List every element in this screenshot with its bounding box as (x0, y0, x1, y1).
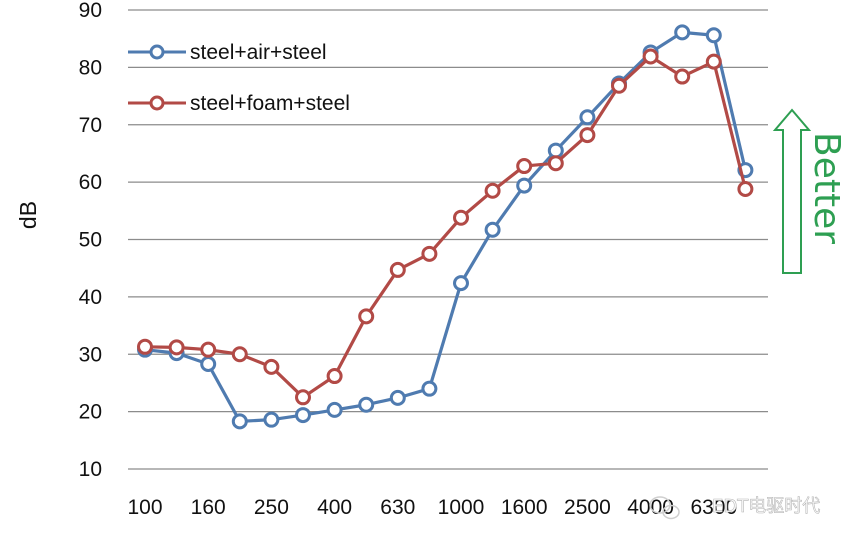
series-0 (137, 24, 754, 430)
data-point (579, 109, 596, 126)
x-tick-labels: 100 160 250 400 630 1000 1600 2500 4000 6300 (127, 496, 737, 519)
y-axis-title: dB (15, 201, 41, 229)
y-tick-label: 80 (79, 56, 102, 79)
data-point (547, 142, 564, 159)
data-point (547, 155, 564, 172)
data-point (137, 338, 153, 355)
data-point (168, 339, 185, 356)
y-tick-label: 50 (79, 229, 102, 252)
x-tick-label: 160 (191, 496, 226, 519)
watermark-text: EDT电驱时代 (712, 496, 820, 517)
data-point (705, 27, 722, 44)
x-tick-label: 250 (254, 496, 289, 519)
data-point (484, 221, 501, 238)
data-point (295, 407, 311, 424)
y-tick-label: 20 (79, 401, 102, 424)
data-point (326, 368, 343, 385)
x-tick-label: 1000 (438, 496, 485, 519)
data-point (611, 77, 627, 94)
data-point (516, 177, 533, 194)
y-tick-label: 10 (79, 458, 102, 481)
data-point (453, 275, 469, 292)
y-tick-label: 90 (79, 0, 102, 22)
wechat-icon (649, 496, 680, 520)
data-point (484, 182, 501, 199)
series-1 (137, 48, 754, 406)
legend-item-steel-foam-steel: steel+foam+steel (128, 92, 350, 115)
data-point (200, 341, 217, 358)
y-tick-label: 30 (79, 343, 102, 366)
data-point (358, 396, 375, 413)
data-point (642, 48, 659, 65)
y-tick-label: 70 (79, 114, 102, 137)
x-tick-label: 400 (317, 496, 352, 519)
data-point (231, 413, 248, 430)
legend-label-steel-air-steel: steel+air+steel (190, 41, 327, 64)
data-point (421, 380, 438, 397)
watermark: EDT电驱时代 (649, 496, 821, 520)
x-tick-label: 6300 (690, 496, 737, 519)
data-point (200, 356, 217, 373)
up-arrow-icon (772, 108, 812, 274)
x-tick-label: 1600 (501, 496, 548, 519)
y-tick-label: 40 (79, 286, 102, 309)
data-point (389, 389, 406, 406)
data-point (674, 68, 691, 85)
data-point (737, 181, 754, 198)
data-point (705, 53, 722, 70)
data-point (326, 401, 343, 418)
data-point (389, 261, 406, 278)
series-line (144, 30, 747, 423)
y-tick-label: 60 (79, 171, 102, 194)
better-label: Better (806, 132, 847, 244)
series (137, 24, 754, 430)
x-tick-label: 630 (380, 496, 415, 519)
data-point (295, 389, 311, 406)
data-point (358, 308, 375, 325)
x-tick-label: 100 (127, 496, 162, 519)
data-point (263, 411, 280, 428)
legend: steel+air+steel steel+foam+steel (128, 41, 350, 115)
better-annotation: Better (772, 108, 847, 274)
data-point (231, 346, 248, 363)
y-tick-labels: 10 20 30 40 50 60 70 80 90 (79, 0, 102, 481)
data-point (516, 158, 533, 175)
data-point (263, 358, 280, 375)
data-point (579, 127, 596, 144)
data-point (421, 245, 438, 262)
gridlines (128, 9, 768, 470)
x-tick-label: 2500 (564, 496, 611, 519)
legend-label-steel-foam-steel: steel+foam+steel (190, 92, 350, 115)
data-point (453, 209, 469, 226)
data-point (674, 24, 691, 41)
legend-item-steel-air-steel: steel+air+steel (128, 41, 327, 64)
